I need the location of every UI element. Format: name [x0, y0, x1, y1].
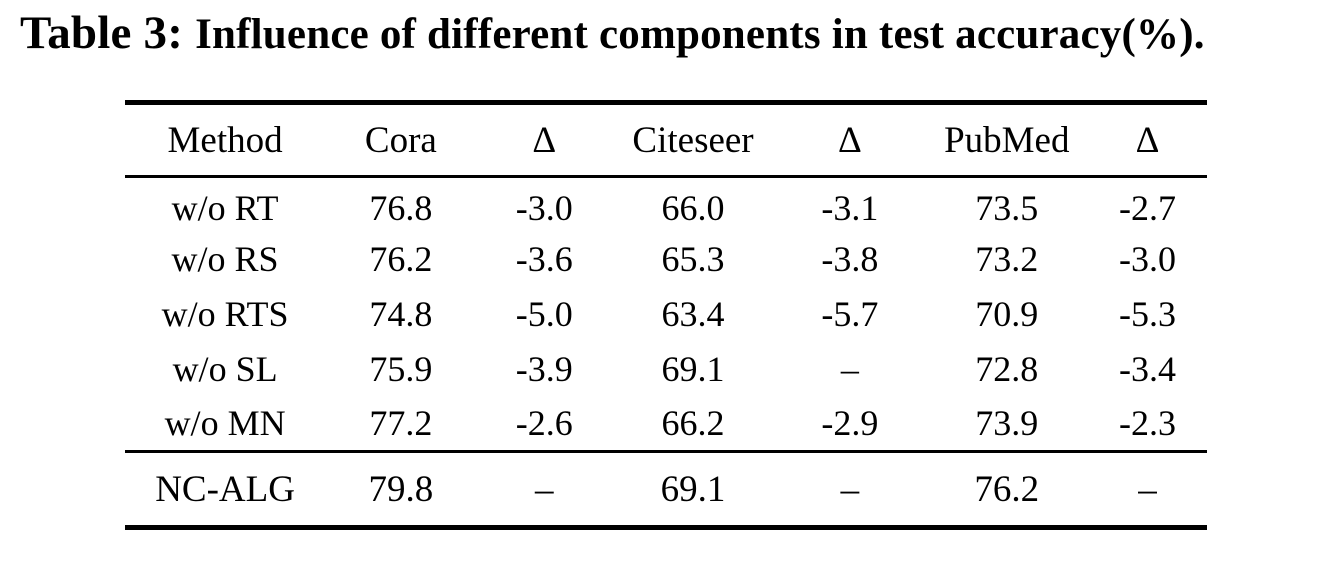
value-cell: 74.8: [369, 294, 433, 334]
table-caption: Table 3: Influence of different component…: [20, 6, 1205, 60]
delta-cell: -5.0: [515, 294, 573, 334]
delta-cell: -3.6: [515, 239, 573, 279]
delta-cell: -3.0: [515, 187, 573, 228]
table-row: w/o SL 75.9 -3.9 69.1 – 72.8 -3.4: [125, 342, 1207, 397]
delta-cell: -5.3: [1118, 294, 1176, 334]
value-cell: 75.9: [369, 349, 433, 389]
delta-cell: –: [840, 349, 859, 389]
col-header-method: Method: [125, 102, 326, 178]
value-cell: 66.0: [661, 187, 725, 228]
table-body: w/o RT 76.8 -3.0 66.0 -3.1 73.5 -2.7 w/o…: [125, 177, 1207, 452]
delta-cell: -3.1: [821, 187, 879, 228]
delta-cell: -3.9: [515, 349, 573, 389]
table-row: w/o RS 76.2 -3.6 65.3 -3.8 73.2 -3.0: [125, 232, 1207, 287]
value-cell: 73.5: [975, 187, 1039, 228]
value-cell: 63.4: [661, 294, 725, 334]
delta-cell: –: [774, 450, 926, 528]
method-cell: w/o SL: [172, 349, 278, 389]
col-header-delta-3: Δ: [1087, 102, 1207, 178]
method-cell: w/o RT: [171, 187, 279, 228]
delta-cell: -5.7: [821, 294, 879, 334]
method-cell: w/o RTS: [161, 294, 289, 334]
table-row: w/o RT 76.8 -3.0 66.0 -3.1 73.5 -2.7: [125, 177, 1207, 232]
delta-cell: -2.3: [1118, 403, 1176, 444]
value-cell: 77.2: [369, 403, 433, 444]
value-cell: 72.8: [975, 349, 1039, 389]
table-caption-label: Table 3:: [20, 7, 184, 59]
value-cell: 76.8: [369, 187, 433, 228]
value-cell: 65.3: [661, 239, 725, 279]
delta-cell: –: [476, 450, 612, 528]
value-cell: 76.2: [369, 239, 433, 279]
table-row: w/o MN 77.2 -2.6 66.2 -2.9 73.9 -2.3: [125, 397, 1207, 452]
value-cell: 69.1: [611, 450, 775, 528]
ablation-results-table: Method Cora Δ Citeseer Δ PubMed Δ w/o RT…: [125, 100, 1207, 530]
delta-cell: –: [1087, 450, 1207, 528]
table-caption-text: Influence of different components in tes…: [195, 11, 1205, 58]
delta-cell: -2.6: [515, 403, 573, 444]
method-cell: NC-ALG: [125, 450, 326, 528]
header-row: Method Cora Δ Citeseer Δ PubMed Δ: [125, 102, 1207, 178]
col-header-pubmed: PubMed: [925, 102, 1088, 178]
col-header-citeseer: Citeseer: [611, 102, 775, 178]
delta-cell: -3.8: [821, 239, 879, 279]
table-header: Method Cora Δ Citeseer Δ PubMed Δ: [125, 102, 1207, 178]
table-row: w/o RTS 74.8 -5.0 63.4 -5.7 70.9 -5.3: [125, 287, 1207, 342]
delta-cell: -3.0: [1118, 239, 1176, 279]
col-header-delta-2: Δ: [774, 102, 926, 178]
table-footer: NC-ALG 79.8 – 69.1 – 76.2 –: [125, 450, 1207, 528]
delta-cell: -2.7: [1118, 187, 1176, 228]
method-cell: w/o MN: [164, 403, 286, 444]
value-cell: 66.2: [661, 403, 725, 444]
col-header-cora: Cora: [325, 102, 477, 178]
col-header-delta-1: Δ: [476, 102, 612, 178]
delta-cell: -2.9: [821, 403, 879, 444]
method-cell: w/o RS: [171, 239, 279, 279]
table-row-ncalg: NC-ALG 79.8 – 69.1 – 76.2 –: [125, 450, 1207, 528]
value-cell: 76.2: [925, 450, 1088, 528]
value-cell: 73.2: [975, 239, 1039, 279]
delta-cell: -3.4: [1118, 349, 1176, 389]
value-cell: 69.1: [661, 349, 725, 389]
value-cell: 70.9: [975, 294, 1039, 334]
value-cell: 79.8: [325, 450, 477, 528]
value-cell: 73.9: [975, 403, 1039, 444]
